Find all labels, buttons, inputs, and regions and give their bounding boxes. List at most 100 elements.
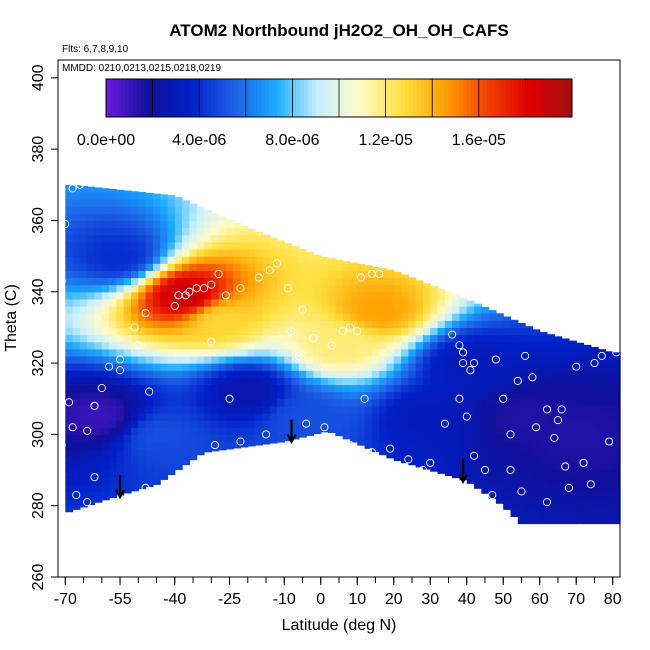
heat-cell xyxy=(401,448,409,457)
heat-cell xyxy=(196,427,205,435)
observation-point xyxy=(145,387,154,396)
colorbar-cell xyxy=(350,79,356,117)
heat-cell xyxy=(510,441,519,450)
observation-point xyxy=(130,323,139,332)
heat-cell xyxy=(211,248,220,257)
x-tick-label: 20 xyxy=(385,591,403,608)
heat-cell xyxy=(109,377,117,386)
heat-cell xyxy=(94,412,103,421)
observation-point xyxy=(586,480,595,489)
heat-cell xyxy=(459,405,468,414)
heat-cell xyxy=(547,462,555,471)
heat-cell xyxy=(240,320,249,329)
heat-cell xyxy=(401,298,409,307)
heat-cell xyxy=(79,248,88,257)
heat-cell xyxy=(247,427,256,435)
heat-cell xyxy=(218,320,227,329)
heat-cell xyxy=(466,384,475,393)
heat-cell xyxy=(87,405,96,414)
heat-cell xyxy=(437,455,446,464)
heat-cell xyxy=(182,284,190,293)
heat-cell xyxy=(510,348,519,357)
heat-cell xyxy=(408,313,417,321)
heat-cell xyxy=(167,420,176,428)
heat-cell xyxy=(313,427,322,435)
observation-point xyxy=(320,423,329,432)
heat-cell xyxy=(379,384,388,393)
heat-cell xyxy=(255,412,263,421)
heat-cell xyxy=(488,420,497,428)
heat-cell xyxy=(525,420,534,428)
heat-cell xyxy=(298,363,307,371)
colorbar-cell xyxy=(354,79,359,117)
heat-cell xyxy=(145,462,154,471)
colorbar-cell xyxy=(327,79,332,117)
heat-cell xyxy=(401,320,409,329)
heat-cell xyxy=(174,348,183,357)
heat-cell xyxy=(349,291,358,300)
heat-cell xyxy=(437,334,446,343)
heat-cell xyxy=(203,384,212,393)
heat-cell xyxy=(203,234,212,243)
heat-cell xyxy=(276,405,285,414)
heat-cell xyxy=(87,470,96,478)
observation-point xyxy=(287,326,296,336)
heat-cell xyxy=(590,484,599,493)
heat-cell xyxy=(255,241,263,250)
colorbar-cell xyxy=(521,79,526,117)
heat-cell xyxy=(503,498,512,507)
heat-cell xyxy=(364,313,373,321)
x-tick-label: 0 xyxy=(316,591,325,608)
heat-cell xyxy=(255,248,263,257)
heat-cell xyxy=(444,334,453,343)
heat-cell xyxy=(481,341,490,350)
heat-cell xyxy=(160,327,169,336)
heat-cell xyxy=(174,391,183,400)
heat-cell xyxy=(130,348,139,357)
heat-cell xyxy=(123,434,132,443)
observation-point xyxy=(313,437,322,446)
heat-cell xyxy=(517,391,526,400)
heat-cell xyxy=(466,348,475,357)
heat-cell xyxy=(342,427,351,435)
heat-cell xyxy=(255,391,263,400)
x-tick-label: 40 xyxy=(458,591,476,608)
colorbar-cell xyxy=(385,79,390,117)
heat-cell xyxy=(109,405,117,414)
heat-cell xyxy=(247,420,256,428)
heat-cell xyxy=(364,298,373,307)
heat-cell xyxy=(488,313,497,321)
heat-cell xyxy=(452,391,461,400)
heat-cell xyxy=(196,377,205,386)
heat-cell xyxy=(218,398,227,407)
heat-cell xyxy=(488,398,497,407)
heat-cell xyxy=(532,370,541,378)
heat-cell xyxy=(79,434,88,443)
heat-cell xyxy=(101,306,110,314)
heat-cell xyxy=(94,284,103,293)
heat-cell xyxy=(167,320,176,329)
heat-cell xyxy=(298,306,307,314)
heat-cell xyxy=(284,398,293,407)
heat-cell xyxy=(335,405,344,414)
heat-cell xyxy=(328,348,336,357)
heat-cell xyxy=(291,420,300,428)
heat-cell xyxy=(72,313,81,321)
heat-cell xyxy=(386,291,395,300)
observation-point xyxy=(597,351,606,360)
heat-cell xyxy=(101,234,110,243)
heat-cell xyxy=(211,256,220,264)
heat-cell xyxy=(167,470,176,476)
heat-cell xyxy=(152,206,161,214)
observation-point xyxy=(440,419,449,428)
heat-cell xyxy=(371,398,380,407)
heat-cell xyxy=(342,270,351,279)
heat-cell xyxy=(167,341,176,350)
heat-cell xyxy=(532,455,541,464)
heat-cell xyxy=(539,355,548,364)
heat-cell xyxy=(130,313,139,321)
observation-point xyxy=(221,291,230,300)
heat-cell xyxy=(109,341,117,350)
heat-cell xyxy=(335,377,344,386)
heat-cell xyxy=(430,286,439,293)
